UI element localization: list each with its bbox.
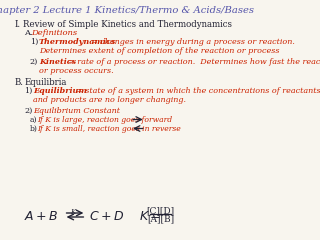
Text: Equilibria: Equilibria [24,78,67,87]
Text: or process occurs.: or process occurs. [39,67,114,75]
Text: 2): 2) [24,107,32,115]
Text: 1): 1) [24,87,32,95]
Text: I.: I. [14,20,20,29]
Text: $K =$: $K =$ [139,210,161,223]
Text: 2): 2) [30,58,38,66]
Text: If K is large, reaction goes forward: If K is large, reaction goes forward [37,116,172,124]
Text: Review of Simple Kinetics and Thermodynamics: Review of Simple Kinetics and Thermodyna… [23,20,232,29]
Text: A.: A. [24,29,33,37]
Text: Equilibrium: Equilibrium [33,87,87,95]
Text: b): b) [30,125,37,133]
Text: $C + D$: $C + D$ [89,210,124,223]
Text: Definitions: Definitions [31,29,77,37]
Text: a): a) [30,116,37,124]
Text: Chapter 2 Lecture 1 Kinetics/Thermo & Acids/Bases: Chapter 2 Lecture 1 Kinetics/Thermo & Ac… [0,6,254,15]
Text: If K is small, reaction goes in reverse: If K is small, reaction goes in reverse [37,125,181,133]
Text: [C][D]: [C][D] [147,206,175,215]
Text: B.: B. [14,78,23,87]
Text: and products are no longer changing.: and products are no longer changing. [33,96,186,104]
Text: = rate of a process or reaction.  Determines how fast the reaction: = rate of a process or reaction. Determi… [68,58,320,66]
Text: = changes in energy during a process or reaction.: = changes in energy during a process or … [91,38,295,46]
Text: Equilibrium Constant: Equilibrium Constant [33,107,120,115]
Text: $A + B$: $A + B$ [24,210,59,223]
Text: Kinetics: Kinetics [39,58,76,66]
Text: [A][B]: [A][B] [147,214,174,223]
Text: Thermodynamics: Thermodynamics [39,38,116,46]
Text: K: K [70,208,76,216]
Text: 1): 1) [30,38,38,46]
Text: Determines extent of completion of the reaction or process: Determines extent of completion of the r… [39,47,279,55]
Text: = state of a system in which the concentrations of reactants: = state of a system in which the concent… [76,87,320,95]
